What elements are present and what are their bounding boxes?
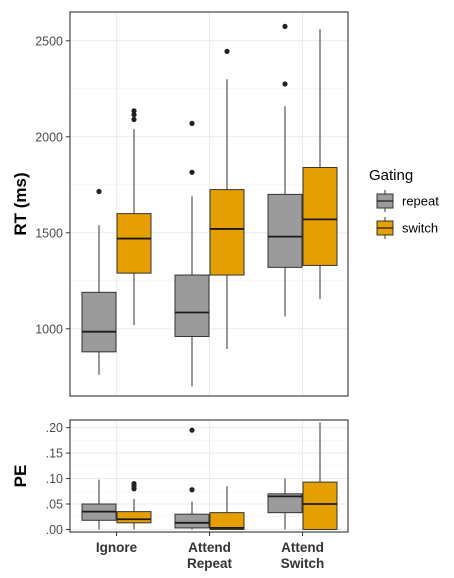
bottom-panel-boxes [81, 422, 338, 530]
outlier-point [96, 188, 102, 195]
box-body [116, 511, 152, 524]
bottom-box-repeat-1 [174, 427, 210, 530]
bottom-box-repeat-2 [267, 478, 303, 530]
outlier-point [131, 481, 137, 487]
box-body [302, 481, 338, 530]
box-body [174, 513, 210, 529]
outlier-point [282, 23, 288, 29]
top-box-switch-1 [209, 48, 245, 349]
legend-key-repeat: repeat [376, 190, 439, 212]
bottom-box-repeat-0 [81, 479, 117, 530]
bottom-y-tick-label: .05 [46, 498, 63, 512]
box-body [302, 167, 338, 266]
outlier-point [131, 116, 137, 123]
bottom-y-tick-label: .20 [46, 421, 63, 435]
x-tick-label: Switch [281, 556, 325, 571]
bottom-y-tick-label: .15 [46, 447, 63, 461]
top-box-repeat-0 [81, 188, 117, 375]
outlier-point [189, 120, 195, 126]
bottom-y-tick-label: .00 [46, 523, 63, 537]
bottom-box-switch-1 [209, 486, 245, 530]
bottom-box-switch-0 [116, 481, 152, 530]
legend-label-switch: switch [402, 221, 438, 236]
box-body [209, 512, 245, 530]
outlier-point [189, 427, 195, 433]
legend: Gating repeat switch [369, 167, 439, 239]
box-body [174, 274, 210, 337]
x-tick-label: Ignore [96, 540, 138, 555]
top-y-ticks: 1000 1500 2000 2500 [35, 34, 70, 336]
top-panel-boxes [81, 23, 338, 387]
top-box-repeat-1 [174, 120, 210, 387]
outlier-point [131, 108, 137, 114]
x-tick-label: Attend [281, 540, 324, 555]
bottom-y-tick-label: .10 [46, 472, 63, 486]
outlier-point [224, 48, 230, 54]
outlier-point [282, 81, 288, 87]
top-box-switch-2 [302, 29, 338, 300]
top-y-axis-title: RT (ms) [11, 172, 30, 235]
legend-key-switch: switch [376, 217, 438, 239]
top-box-switch-0 [116, 108, 152, 325]
x-tick-label: Repeat [187, 556, 233, 571]
box-body [81, 291, 117, 353]
legend-label-repeat: repeat [402, 194, 439, 209]
top-panel-border [69, 11, 349, 397]
outlier-point [189, 169, 195, 175]
top-y-tick-label: 1500 [35, 226, 63, 240]
bottom-y-ticks: .00 .05 .10 .15 .20 [46, 421, 70, 537]
outlier-point [189, 487, 195, 493]
box-body [209, 189, 245, 276]
bottom-y-axis-title: PE [11, 465, 30, 488]
top-y-tick-label: 1000 [35, 322, 63, 336]
top-y-tick-label: 2000 [35, 130, 63, 144]
box-body [267, 493, 303, 514]
legend-title: Gating [369, 167, 413, 184]
outlier-point [131, 112, 137, 118]
box-body [267, 193, 303, 268]
top-box-repeat-2 [267, 23, 303, 317]
box-body [116, 213, 152, 274]
x-tick-label: Attend [188, 540, 231, 555]
bottom-box-switch-2 [302, 422, 338, 530]
top-y-tick-label: 2500 [35, 34, 63, 48]
